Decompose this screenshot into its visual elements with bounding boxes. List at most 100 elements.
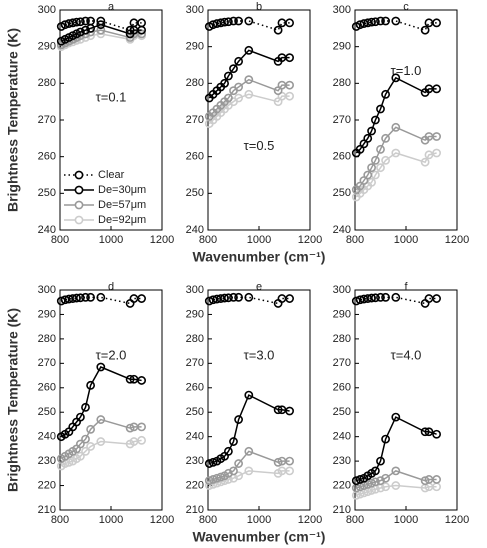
marker	[137, 422, 146, 432]
marker	[76, 27, 85, 37]
x-tick-label: 1000	[99, 514, 123, 526]
marker	[285, 91, 294, 101]
y-tick-label: 270	[333, 114, 351, 126]
x-tick-label: 800	[346, 514, 364, 526]
plot-area	[59, 289, 163, 511]
y-tick-label: 260	[38, 382, 56, 394]
y-tick-label: 290	[333, 41, 351, 53]
marker	[223, 93, 233, 103]
marker	[432, 475, 441, 484]
marker	[204, 481, 214, 490]
marker	[285, 80, 294, 90]
x-tick-label: 1200	[298, 514, 322, 526]
annotation: τ=0.5	[244, 138, 275, 153]
y-tick-label: 290	[333, 308, 351, 320]
marker	[204, 459, 214, 468]
marker	[96, 437, 106, 446]
marker	[376, 163, 385, 173]
marker	[234, 471, 243, 481]
marker	[208, 457, 218, 467]
marker	[234, 459, 243, 468]
marker	[370, 293, 380, 303]
marker	[367, 478, 376, 488]
marker	[244, 89, 254, 99]
y-tick-label: 300	[333, 284, 351, 296]
series-line	[60, 20, 142, 32]
marker	[381, 482, 390, 492]
marker	[76, 451, 85, 461]
marker	[86, 292, 95, 302]
marker	[381, 89, 390, 99]
x-tick-label: 1200	[445, 234, 469, 246]
marker	[81, 25, 90, 35]
marker	[234, 16, 243, 26]
series-line	[355, 76, 437, 154]
y-tick-label: 290	[38, 41, 56, 53]
marker	[432, 84, 441, 94]
y-tick-label: 240	[38, 224, 56, 236]
marker	[420, 157, 430, 167]
marker	[420, 25, 430, 35]
marker	[391, 16, 401, 26]
y-tick-label: 240	[333, 431, 351, 443]
marker	[351, 476, 361, 486]
marker	[137, 376, 146, 385]
x-tick-label: 1200	[445, 514, 469, 526]
marker	[273, 405, 283, 415]
x-tick-label: 800	[199, 514, 217, 526]
marker	[223, 17, 233, 27]
annotation: τ=1.0	[391, 63, 422, 78]
marker	[220, 78, 229, 88]
annotation: τ=2.0	[96, 347, 127, 362]
marker	[229, 16, 238, 26]
marker	[285, 406, 294, 416]
marker	[381, 473, 390, 483]
marker	[367, 177, 376, 187]
marker	[391, 292, 401, 302]
marker	[86, 16, 95, 26]
marker	[223, 71, 233, 81]
marker	[424, 427, 434, 437]
annotation: τ=4.0	[391, 347, 422, 362]
y-tick-label: 250	[38, 406, 56, 418]
marker	[81, 446, 90, 456]
panel-title: f	[404, 281, 408, 293]
legend-marker	[74, 185, 84, 195]
plot-area	[207, 9, 311, 231]
marker	[72, 293, 81, 303]
marker	[381, 16, 390, 26]
marker	[125, 423, 135, 433]
marker	[81, 434, 90, 444]
y-tick-label: 270	[38, 357, 56, 369]
marker	[96, 25, 106, 35]
marker	[244, 466, 254, 476]
marker	[229, 466, 238, 476]
legend-label: Clear	[98, 169, 125, 181]
marker	[56, 296, 66, 306]
marker	[244, 45, 254, 55]
marker	[208, 475, 218, 484]
y-tick-label: 300	[186, 284, 204, 296]
marker	[420, 476, 430, 486]
marker	[76, 293, 85, 303]
x-tick-label: 1200	[150, 234, 174, 246]
marker	[96, 20, 106, 30]
legend-label: De=57μm	[98, 199, 146, 211]
marker	[81, 16, 90, 26]
marker	[363, 133, 373, 143]
series-line	[355, 152, 437, 198]
series-line	[208, 49, 290, 99]
x-tick-label: 1000	[247, 514, 271, 526]
marker	[229, 292, 238, 302]
marker	[367, 17, 376, 27]
marker	[137, 18, 146, 28]
marker	[81, 402, 90, 412]
marker	[81, 292, 90, 302]
marker	[376, 16, 385, 26]
marker	[60, 20, 70, 30]
marker	[204, 296, 214, 306]
annotation: τ=0.1	[96, 89, 127, 104]
marker	[76, 439, 85, 449]
x-tick-label: 1000	[247, 234, 271, 246]
marker	[391, 148, 401, 158]
